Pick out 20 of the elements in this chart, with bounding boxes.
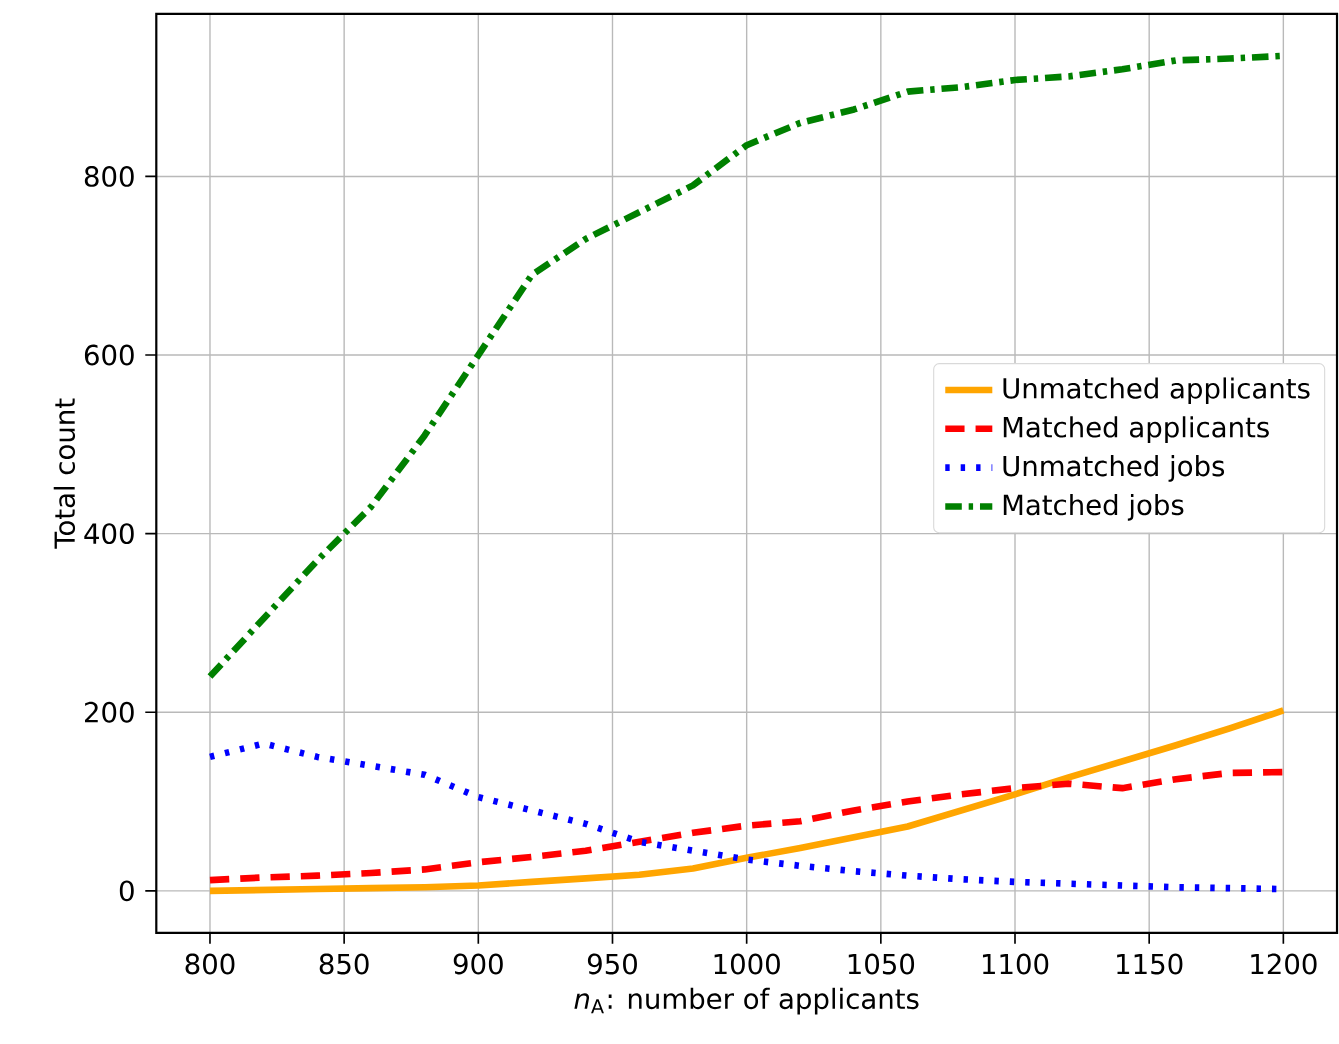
y-tick-label: 0 — [119, 880, 134, 902]
x-tick-label: 1150 — [1117, 953, 1183, 975]
x-tick-label: 850 — [319, 953, 369, 975]
x-axis-title: n$_{A}$: number of applicants — [574, 987, 919, 1015]
x-tick-label: 1100 — [982, 953, 1049, 975]
legend-label: Unmatched jobs — [1003, 454, 1225, 482]
legend-label: Matched jobs — [1003, 493, 1184, 521]
y-axis-title: Total count — [53, 398, 76, 549]
x-tick-label: 800 — [185, 953, 235, 975]
x-tick-label: 950 — [587, 953, 637, 975]
x-tick-label: 900 — [453, 953, 503, 975]
x-tick-label: 1050 — [848, 953, 915, 975]
y-tick-label: 400 — [84, 523, 134, 544]
x-tick-label: 1000 — [714, 953, 780, 975]
y-tick-label: 200 — [85, 701, 134, 723]
legend-label: Matched applicants — [1003, 416, 1269, 443]
legend-label: Unmatched applicants — [1003, 377, 1310, 404]
x-tick-label: 1200 — [1251, 953, 1317, 975]
y-tick-label: 800 — [84, 165, 134, 187]
y-tick-label: 600 — [84, 344, 134, 366]
